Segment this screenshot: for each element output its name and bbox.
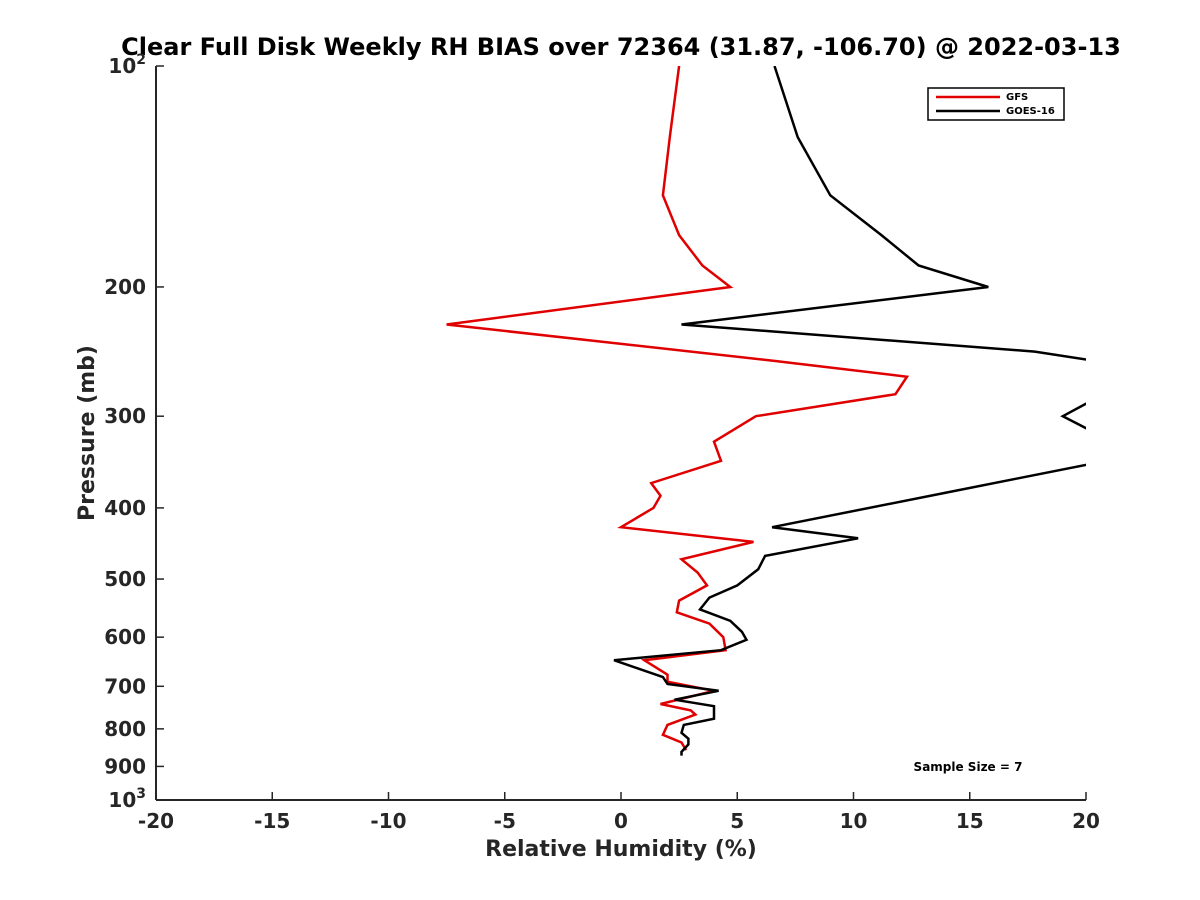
- sample-size-annotation: Sample Size = 7: [914, 760, 1023, 774]
- x-tick-label: 5: [730, 809, 744, 833]
- y-tick-label: 400: [104, 496, 146, 520]
- series-line-goes16: [613, 66, 1086, 756]
- y-tick-label: 500: [104, 567, 146, 591]
- legend-box: [927, 87, 1065, 121]
- y-tick-label: 103: [108, 786, 146, 812]
- x-tick-label: -5: [494, 809, 516, 833]
- y-axis-label: Pressure (mb): [75, 345, 100, 521]
- x-tick-label: -10: [370, 809, 406, 833]
- x-tick-label: -15: [254, 809, 290, 833]
- y-tick-label: 200: [104, 275, 146, 299]
- y-tick-label: 900: [104, 754, 146, 778]
- chart-title: Clear Full Disk Weekly RH BIAS over 7236…: [121, 33, 1121, 61]
- x-tick-label: 15: [956, 809, 984, 833]
- legend-label-gfs: GFS: [1006, 92, 1028, 103]
- y-tick-label: 300: [104, 404, 146, 428]
- x-axis-label: Relative Humidity (%): [485, 837, 757, 862]
- series-line-gfs: [446, 66, 910, 751]
- x-tick-label: 20: [1072, 809, 1100, 833]
- y-tick-label: 600: [104, 625, 146, 649]
- legend: GFS GOES-16: [927, 87, 1065, 121]
- y-tick-label: 700: [104, 674, 146, 698]
- x-tick-label: 0: [614, 809, 628, 833]
- x-tick-label: 10: [840, 809, 868, 833]
- y-tick-label: 102: [108, 52, 146, 78]
- legend-label-goes16: GOES-16: [1006, 106, 1055, 117]
- x-tick-label: -20: [138, 809, 174, 833]
- y-tick-label: 800: [104, 717, 146, 741]
